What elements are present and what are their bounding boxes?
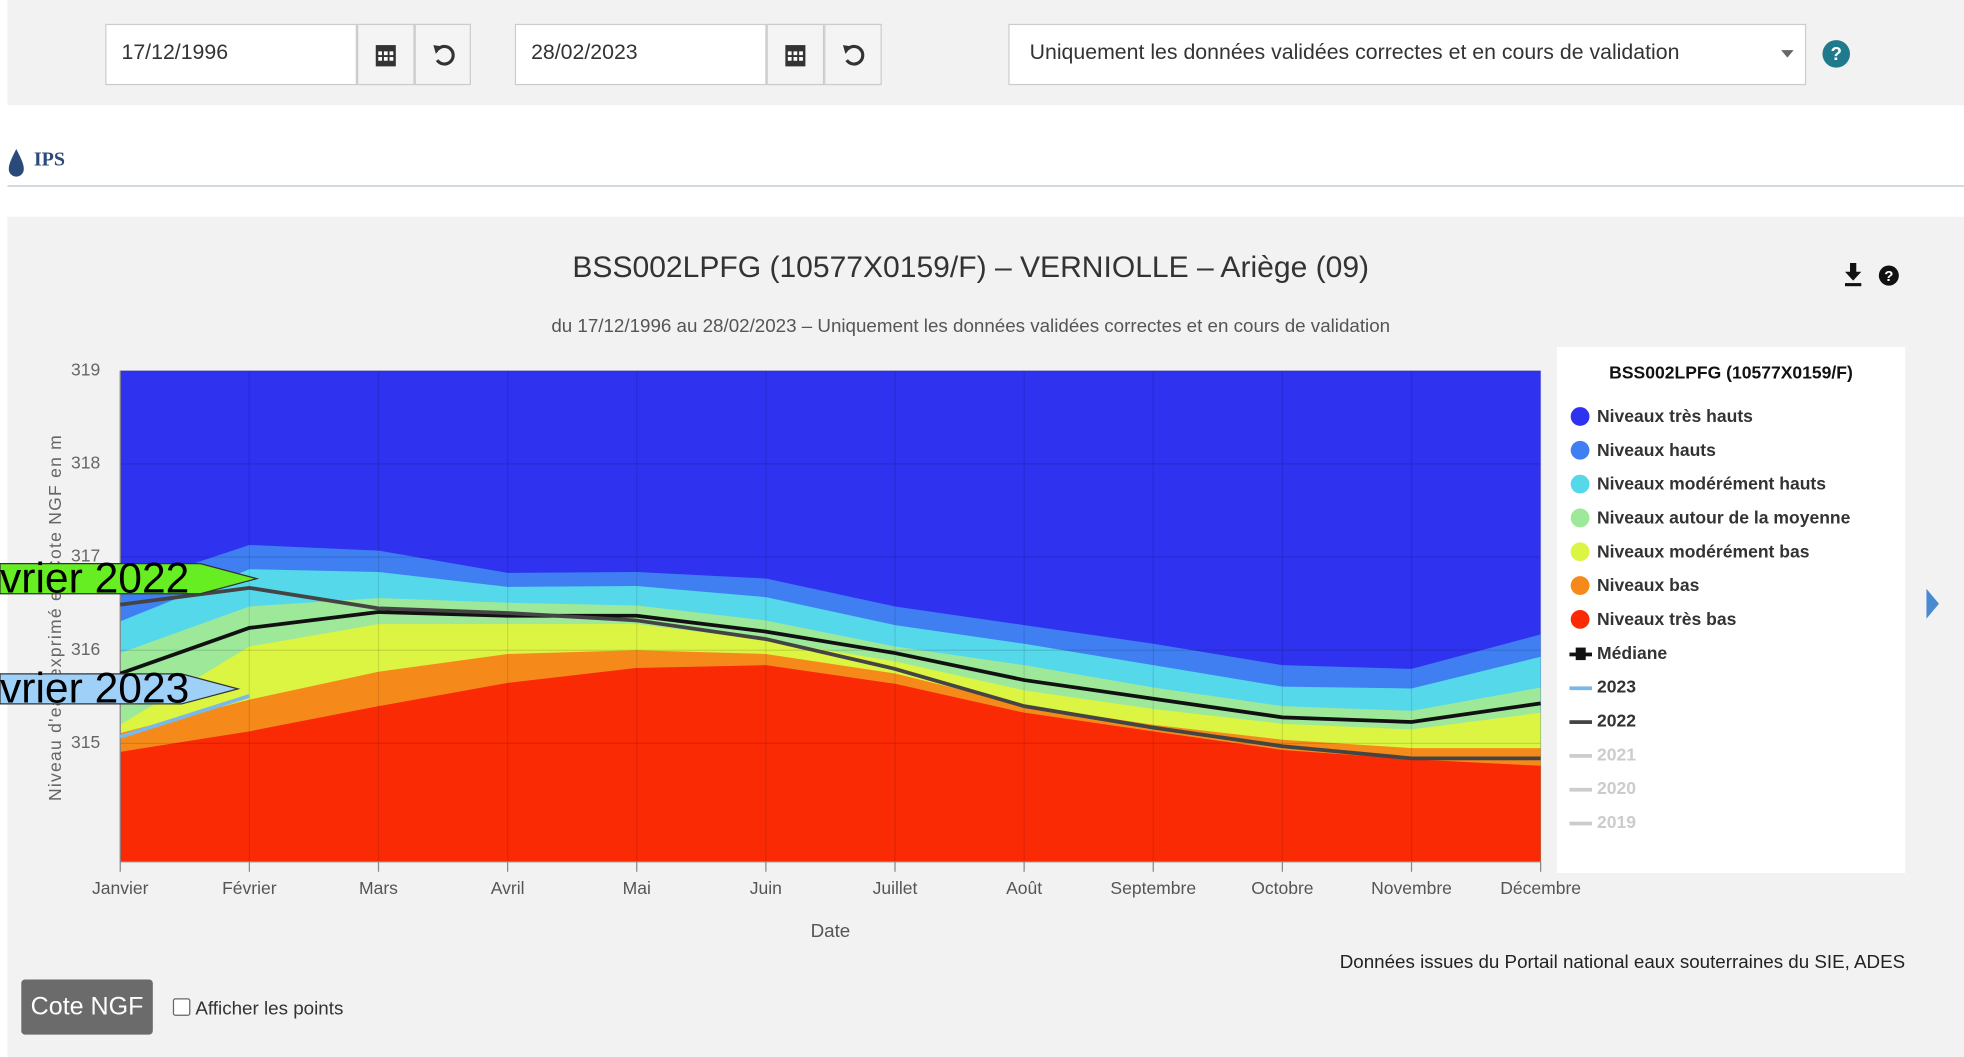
- annotation-arrow: [0, 563, 260, 595]
- legend-label: Niveaux autour de la moyenne: [1597, 507, 1851, 528]
- validation-select[interactable]: Uniquement les données validées correcte…: [1008, 23, 1807, 86]
- chart-subtitle: du 17/12/1996 au 28/02/2023 – Uniquement…: [551, 315, 1390, 336]
- legend-label: Niveaux bas: [1597, 574, 1700, 595]
- legend-item[interactable]: Niveaux très hauts: [1569, 405, 1892, 429]
- y-tick-label: 318: [71, 453, 100, 473]
- y-tick-label: 315: [71, 732, 100, 752]
- legend-symbol: [1569, 709, 1597, 733]
- svg-text:?: ?: [1884, 268, 1893, 285]
- series-line: [119, 610, 1541, 724]
- legend-item[interactable]: 2020: [1569, 777, 1892, 801]
- legend-item[interactable]: Niveaux bas: [1569, 574, 1892, 598]
- legend-symbol: [1569, 607, 1597, 631]
- legend-symbol: [1569, 743, 1597, 767]
- x-tick-label: Mai: [623, 878, 651, 898]
- help-icon[interactable]: ?: [1821, 39, 1851, 69]
- legend-label: Niveaux hauts: [1597, 439, 1716, 460]
- legend-item[interactable]: Niveaux très bas: [1569, 607, 1892, 631]
- y-axis-title: Niveau d'eau exprimé en Cote NGF en m: [45, 434, 65, 801]
- legend-item[interactable]: Médiane: [1569, 641, 1892, 665]
- checkbox-label[interactable]: Afficher les points: [195, 998, 344, 1020]
- legend-label: 2023: [1597, 676, 1637, 697]
- calendar-button[interactable]: [356, 23, 415, 86]
- legend-item[interactable]: 2023: [1569, 675, 1892, 699]
- series-line: [119, 694, 250, 739]
- legend-symbol: [1569, 777, 1597, 801]
- calendar-icon: [785, 44, 806, 66]
- calendar-icon: [375, 44, 396, 66]
- scroll-arrow[interactable]: [1926, 588, 1939, 619]
- x-axis-title: Date: [811, 920, 851, 941]
- x-tick-label: Septembre: [1110, 878, 1196, 898]
- legend-item[interactable]: Niveaux modérément bas: [1569, 540, 1892, 564]
- plot-area: [120, 370, 1541, 862]
- legend-symbol: [1569, 641, 1597, 665]
- credit: Données issues du Portail national eaux …: [1340, 951, 1905, 972]
- y-tick-label: 317: [71, 546, 100, 566]
- checkbox[interactable]: [172, 998, 191, 1016]
- x-tick-label: Janvier: [92, 878, 149, 898]
- legend-label: Niveaux modérément hauts: [1597, 473, 1827, 494]
- svg-text:?: ?: [1831, 43, 1842, 64]
- legend-label: Niveaux modérément bas: [1597, 541, 1810, 562]
- legend-symbol: [1569, 675, 1597, 699]
- x-tick-label: Mars: [359, 878, 398, 898]
- x-tick-label: Octobre: [1251, 878, 1313, 898]
- legend-label: Niveaux très bas: [1597, 608, 1737, 629]
- cote-ngf-button[interactable]: Cote NGF: [21, 979, 153, 1035]
- annotation-arrow: [0, 673, 241, 705]
- legend-item[interactable]: 2022: [1569, 709, 1892, 733]
- legend-title: BSS002LPFG (10577X0159/F): [1609, 361, 1853, 383]
- reset-button[interactable]: [414, 23, 471, 86]
- legend-label: 2021: [1597, 744, 1637, 765]
- legend-item[interactable]: Niveaux autour de la moyenne: [1569, 506, 1892, 530]
- legend: BSS002LPFG (10577X0159/F) Niveaux très h…: [1556, 346, 1906, 874]
- legend-symbol: [1569, 438, 1597, 462]
- reset-icon: [432, 44, 455, 65]
- legend-item[interactable]: Niveaux modérément hauts: [1569, 472, 1892, 496]
- legend-label: 2020: [1597, 777, 1637, 798]
- legend-item[interactable]: 2021: [1569, 743, 1892, 767]
- legend-symbol: [1569, 540, 1597, 564]
- section-title: IPS: [33, 149, 66, 171]
- legend-symbol: [1569, 574, 1597, 598]
- calendar-button[interactable]: [766, 23, 825, 86]
- start-date[interactable]: 17/12/1996: [105, 23, 357, 86]
- y-tick-label: 316: [71, 639, 100, 659]
- legend-label: Médiane: [1597, 642, 1668, 663]
- y-tick-label: 319: [71, 359, 100, 379]
- reset-icon: [842, 44, 865, 65]
- legend-label: 2019: [1597, 811, 1637, 832]
- x-tick-label: Novembre: [1371, 878, 1452, 898]
- area-band: [120, 665, 1541, 862]
- legend-symbol: [1569, 810, 1597, 834]
- dropdown-arrow: [1781, 50, 1794, 58]
- annotation-label: vrier 2023: [0, 665, 189, 713]
- legend-symbol: [1569, 405, 1597, 429]
- legend-item[interactable]: Niveaux hauts: [1569, 438, 1892, 462]
- annotation-label: vrier 2022: [0, 554, 189, 602]
- drop-icon: [8, 149, 24, 177]
- x-tick-label: Avril: [491, 878, 525, 898]
- x-tick-label: Décembre: [1500, 878, 1581, 898]
- legend-symbol: [1569, 506, 1597, 530]
- legend-item[interactable]: 2019: [1569, 810, 1892, 834]
- x-tick-label: Juin: [750, 878, 782, 898]
- legend-symbol: [1569, 472, 1597, 496]
- x-tick-label: Février: [222, 878, 277, 898]
- x-tick-label: Août: [1006, 878, 1042, 898]
- download-icon[interactable]: [1845, 263, 1862, 287]
- chart-title: BSS002LPFG (10577X0159/F) – VERNIOLLE – …: [572, 251, 1369, 284]
- end-date[interactable]: 28/02/2023: [514, 23, 767, 86]
- chart-help-icon[interactable]: ?: [1878, 265, 1899, 286]
- legend-label: Niveaux très hauts: [1597, 405, 1753, 426]
- x-tick-label: Juillet: [873, 878, 918, 898]
- series-line: [120, 585, 1541, 761]
- legend-label: 2022: [1597, 710, 1637, 731]
- divider: [7, 185, 1964, 187]
- reset-button[interactable]: [824, 23, 882, 86]
